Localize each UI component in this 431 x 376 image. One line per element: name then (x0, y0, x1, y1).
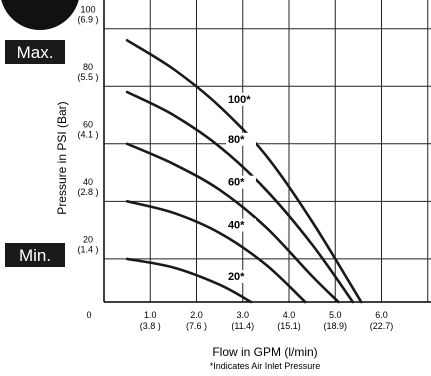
x-axis-title: Flow in GPM (l/min) (212, 345, 317, 359)
y-tick-label: 60 (83, 119, 93, 129)
series-line-3 (125, 200, 307, 304)
curve-label-bg (225, 218, 256, 232)
x-tick-label: 3.0 (236, 310, 249, 320)
curve-label-3: 40* (228, 220, 245, 232)
series-line-2 (125, 142, 340, 304)
y-tick-label: 100 (80, 4, 95, 14)
curve-label-bg (225, 92, 256, 106)
footnote: *Indicates Air Inlet Pressure (210, 361, 321, 371)
series-line-1 (125, 90, 355, 304)
y-tick-sublabel: (4.1 ) (77, 129, 98, 139)
x-tick-label: 5.0 (329, 310, 342, 320)
y-tick-sublabel: (6.9 ) (77, 14, 98, 24)
curve-label-2: 60* (228, 177, 245, 189)
y-tick-sublabel: (1.4 ) (77, 244, 98, 254)
curve-label-1: 80* (228, 134, 245, 146)
curve-label-bg (225, 175, 256, 189)
x-tick-sublabel: (18.9) (324, 321, 348, 331)
curve-label-4: 20* (228, 271, 245, 283)
y-tick-sublabel: (2.8 ) (77, 187, 98, 197)
x-tick-sublabel: (7.6 ) (186, 321, 207, 331)
x-tick-sublabel: (3.8 ) (140, 321, 161, 331)
x-tick-sublabel: (15.1) (277, 321, 301, 331)
plot-frame (103, 0, 431, 303)
y-tick-labels: 100(6.9 ) 80(5.5 ) 60(4.1 ) 40(2.8 ) 20(1.4 … (77, 4, 98, 254)
x-tick-labels: 1.0(3.8 )2.0(7.6 )3.0(11.4)4.0(15.1)5.0(… (140, 310, 394, 331)
origin-label: 0 (86, 310, 91, 320)
grid (104, 0, 431, 302)
min-label: Min. (19, 246, 51, 265)
curve-label-bg (225, 132, 256, 146)
x-tick-label: 2.0 (190, 310, 203, 320)
y-tick-label: 20 (83, 234, 93, 244)
max-label: Max. (17, 43, 54, 62)
max-badge (5, 40, 65, 64)
curve-label-bg (225, 270, 256, 284)
y-axis-title: Pressure in PSI (Bar) (55, 101, 69, 214)
x-tick-label: 4.0 (283, 310, 296, 320)
y-tick-label: 40 (83, 177, 93, 187)
curves (125, 39, 363, 304)
y-tick-label: 80 (83, 62, 93, 72)
curve-labels: 100* 80* 60* 40* 20* (225, 92, 256, 284)
x-tick-label: 6.0 (375, 310, 388, 320)
series-line-4 (125, 257, 253, 304)
x-tick-sublabel: (11.4) (231, 321, 254, 331)
curve-label-0: 100* (228, 94, 251, 106)
y-tick-sublabel: (5.5 ) (77, 72, 98, 82)
min-badge (5, 243, 65, 267)
x-tick-label: 1.0 (144, 310, 157, 320)
x-tick-sublabel: (22.7) (370, 321, 394, 331)
corner-badge (1, 0, 79, 30)
